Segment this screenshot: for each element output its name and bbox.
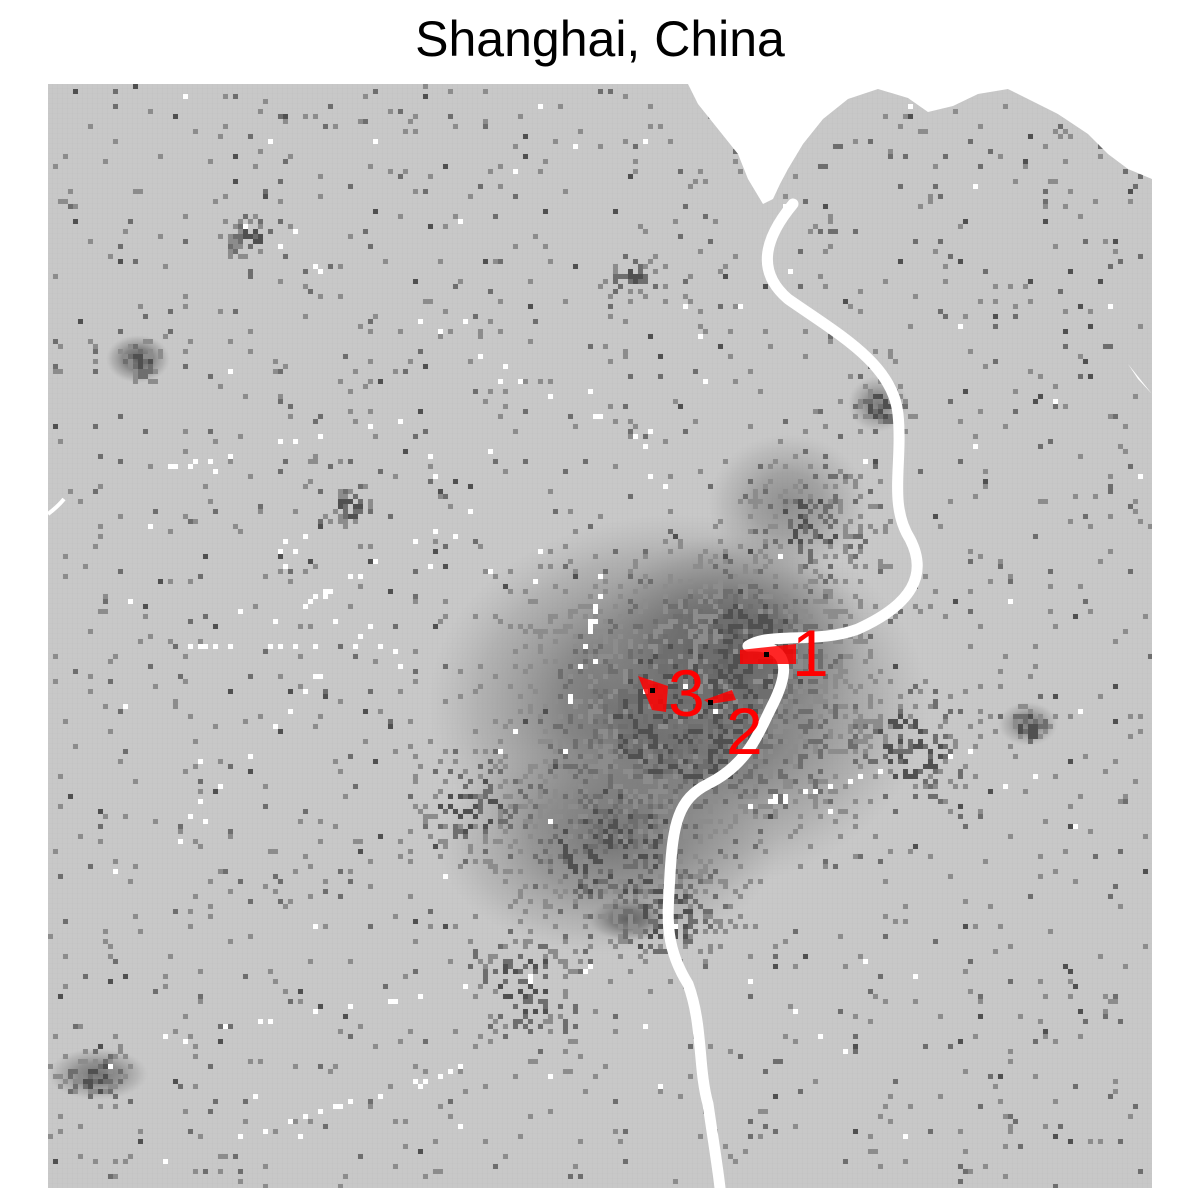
site-point-1 [764,652,769,657]
site-marker-3[interactable]: 3 [638,656,705,730]
yangtze-estuary [688,84,1152,204]
site-point-3 [650,688,655,693]
site-label-3: 3 [668,656,705,730]
site-markers: 123 [638,616,829,768]
site-label-1: 1 [792,616,829,690]
site-marker-2[interactable]: 2 [704,690,763,768]
west-creek [48,497,66,516]
site-label-2: 2 [726,694,763,768]
site-footprint-3 [638,676,668,712]
east-china-sea [1008,84,1152,179]
map-title: Shanghai, China [415,11,785,67]
site-marker-1[interactable]: 1 [740,616,829,690]
site-point-2 [708,700,713,705]
map-canvas[interactable]: 123 [48,84,1152,1188]
built-up-speckles [48,84,1152,1188]
